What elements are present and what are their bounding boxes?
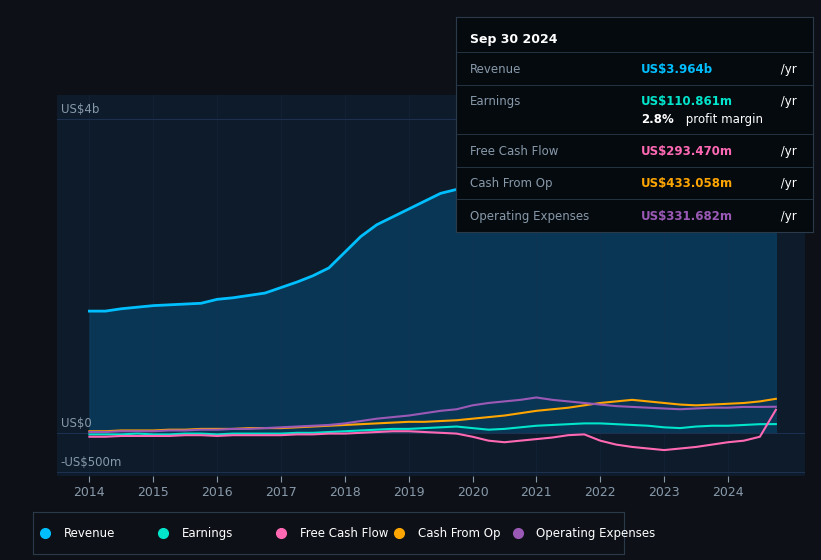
- Text: Sep 30 2024: Sep 30 2024: [470, 33, 557, 46]
- Text: -US$500m: -US$500m: [61, 456, 122, 469]
- Text: /yr: /yr: [777, 63, 797, 76]
- Text: US$331.682m: US$331.682m: [641, 210, 733, 223]
- Text: Operating Expenses: Operating Expenses: [536, 527, 656, 540]
- Text: /yr: /yr: [777, 95, 797, 109]
- Text: US$0: US$0: [61, 417, 91, 430]
- Text: US$3.964b: US$3.964b: [641, 63, 713, 76]
- Text: US$433.058m: US$433.058m: [641, 178, 733, 190]
- Text: US$110.861m: US$110.861m: [641, 95, 733, 109]
- Text: /yr: /yr: [777, 145, 797, 158]
- Text: Free Cash Flow: Free Cash Flow: [470, 145, 558, 158]
- Text: profit margin: profit margin: [682, 113, 764, 125]
- Text: 2.8%: 2.8%: [641, 113, 674, 125]
- Text: Revenue: Revenue: [470, 63, 521, 76]
- Text: Revenue: Revenue: [63, 527, 115, 540]
- Text: Earnings: Earnings: [181, 527, 233, 540]
- Text: US$4b: US$4b: [61, 102, 99, 115]
- Text: /yr: /yr: [777, 178, 797, 190]
- Text: Cash From Op: Cash From Op: [418, 527, 501, 540]
- Text: US$293.470m: US$293.470m: [641, 145, 733, 158]
- Text: Operating Expenses: Operating Expenses: [470, 210, 589, 223]
- Text: Free Cash Flow: Free Cash Flow: [300, 527, 388, 540]
- Text: Cash From Op: Cash From Op: [470, 178, 553, 190]
- Text: /yr: /yr: [777, 210, 797, 223]
- Text: Earnings: Earnings: [470, 95, 521, 109]
